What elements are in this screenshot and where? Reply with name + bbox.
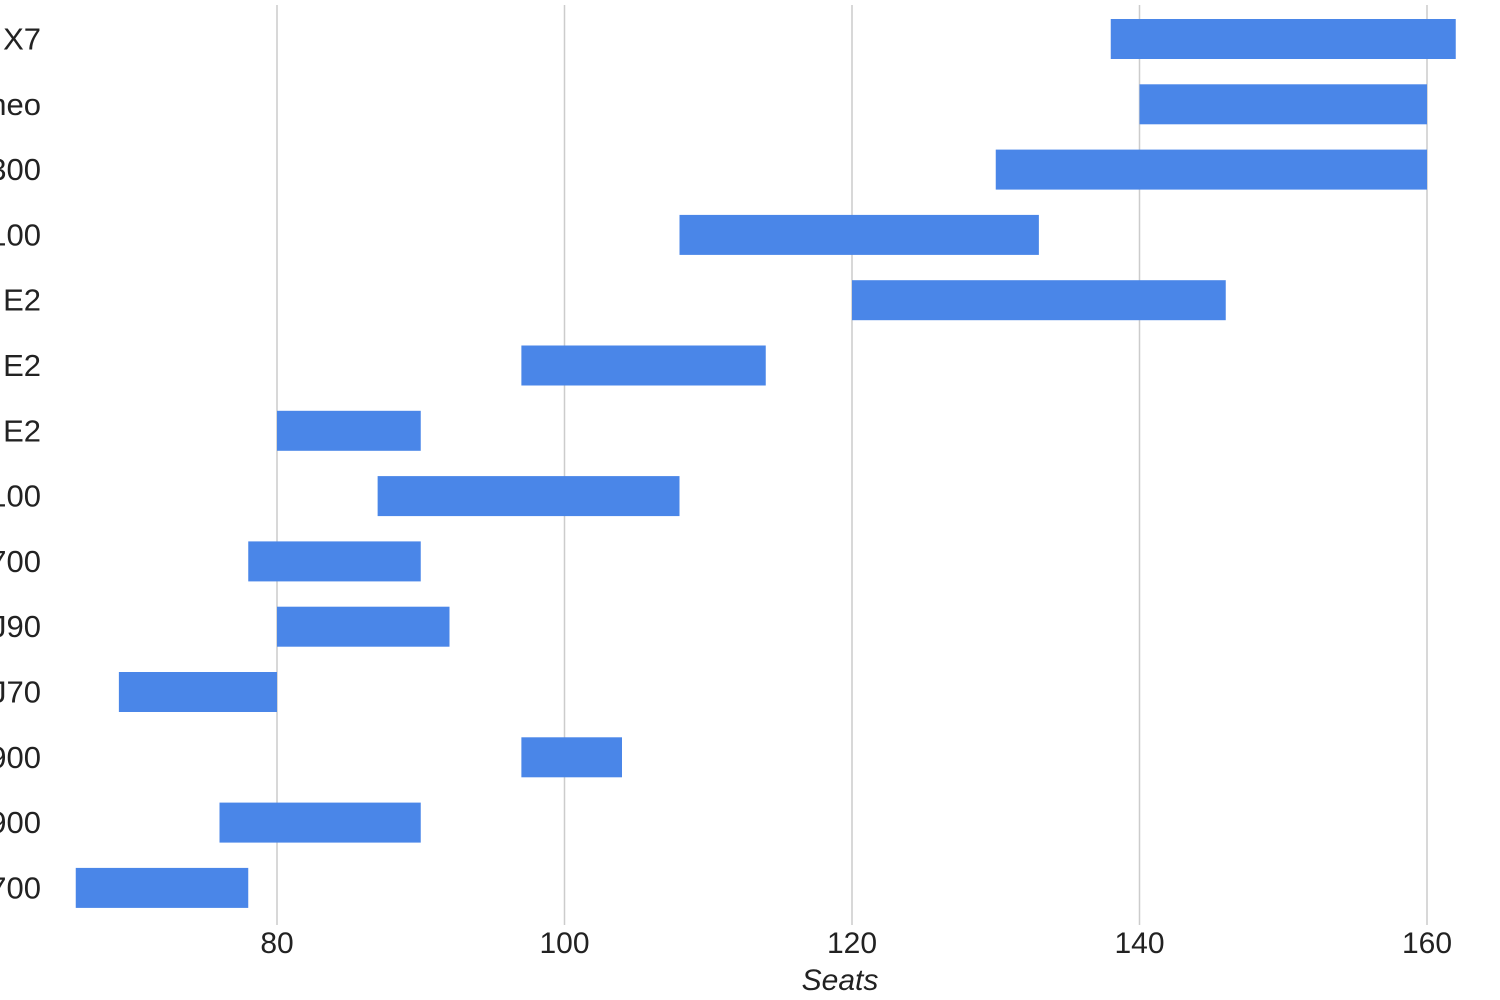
x-tick-label-100: 100: [539, 927, 589, 960]
bars: [75, 19, 1456, 908]
category-label-6: E2: [3, 348, 41, 383]
bar-9: [248, 541, 421, 582]
bar-4: [679, 214, 1039, 255]
category-label-5: E2: [3, 283, 41, 318]
bar-12: [521, 737, 622, 778]
x-tick-label-120: 120: [827, 927, 877, 960]
category-label-11: J70: [0, 675, 41, 710]
category-label-7: E2: [3, 413, 41, 448]
category-labels: X7 neo 300 100 E2 E2 E2 100 700 J90 J70 900 900 700: [0, 22, 41, 906]
bar-6: [521, 345, 766, 386]
x-tick-label-160: 160: [1402, 927, 1452, 960]
bar-8: [377, 476, 680, 517]
category-label-1: X7: [3, 22, 41, 57]
category-label-9: 700: [0, 544, 41, 579]
x-tick-label-80: 80: [260, 927, 293, 960]
x-tick-label-140: 140: [1114, 927, 1164, 960]
category-label-2: neo: [0, 87, 41, 122]
x-tick-labels: 80 100 120 140 160: [260, 927, 1452, 960]
bar-3: [995, 149, 1427, 190]
x-axis-title: Seats: [802, 964, 879, 997]
category-label-13: 900: [0, 805, 41, 840]
bar-11: [118, 672, 277, 712]
bar-5: [852, 280, 1226, 321]
category-label-10: J90: [0, 609, 41, 644]
bar-2: [1139, 84, 1427, 125]
bar-14: [75, 867, 249, 908]
gridlines: [276, 5, 1428, 925]
category-label-4: 100: [0, 217, 41, 252]
category-label-14: 700: [0, 870, 41, 905]
bar-10: [277, 606, 450, 647]
bar-1: [1110, 19, 1456, 59]
category-label-8: 100: [0, 479, 41, 514]
bar-7: [277, 410, 421, 451]
category-label-3: 300: [0, 152, 41, 187]
bar-13: [219, 802, 421, 843]
category-label-12: 900: [0, 740, 41, 775]
